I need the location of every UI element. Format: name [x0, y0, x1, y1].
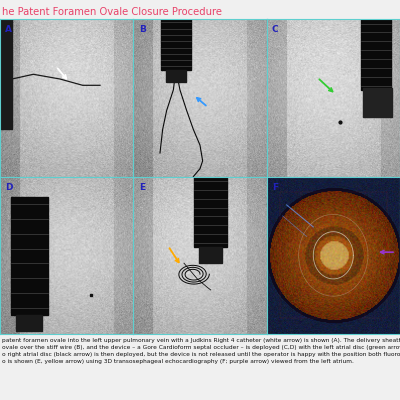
Text: E: E	[139, 183, 145, 192]
Text: he Patent Foramen Ovale Closure Procedure: he Patent Foramen Ovale Closure Procedur…	[2, 7, 222, 17]
Text: B: B	[139, 26, 146, 34]
Bar	[0, 19, 12, 129]
Bar	[199, 248, 222, 263]
Bar	[363, 88, 392, 117]
Bar	[366, 90, 386, 103]
Bar	[194, 177, 227, 248]
Bar	[16, 315, 42, 331]
Text: patent foramen ovale into the left upper pulmonary vein with a Judkins Right 4 c: patent foramen ovale into the left upper…	[2, 338, 400, 364]
Bar	[161, 19, 191, 70]
Bar	[11, 197, 48, 315]
Text: A: A	[5, 26, 12, 34]
Text: D: D	[5, 183, 13, 192]
Bar	[166, 70, 186, 82]
Text: C: C	[272, 26, 278, 34]
Text: F: F	[272, 183, 278, 192]
Bar	[361, 19, 391, 90]
